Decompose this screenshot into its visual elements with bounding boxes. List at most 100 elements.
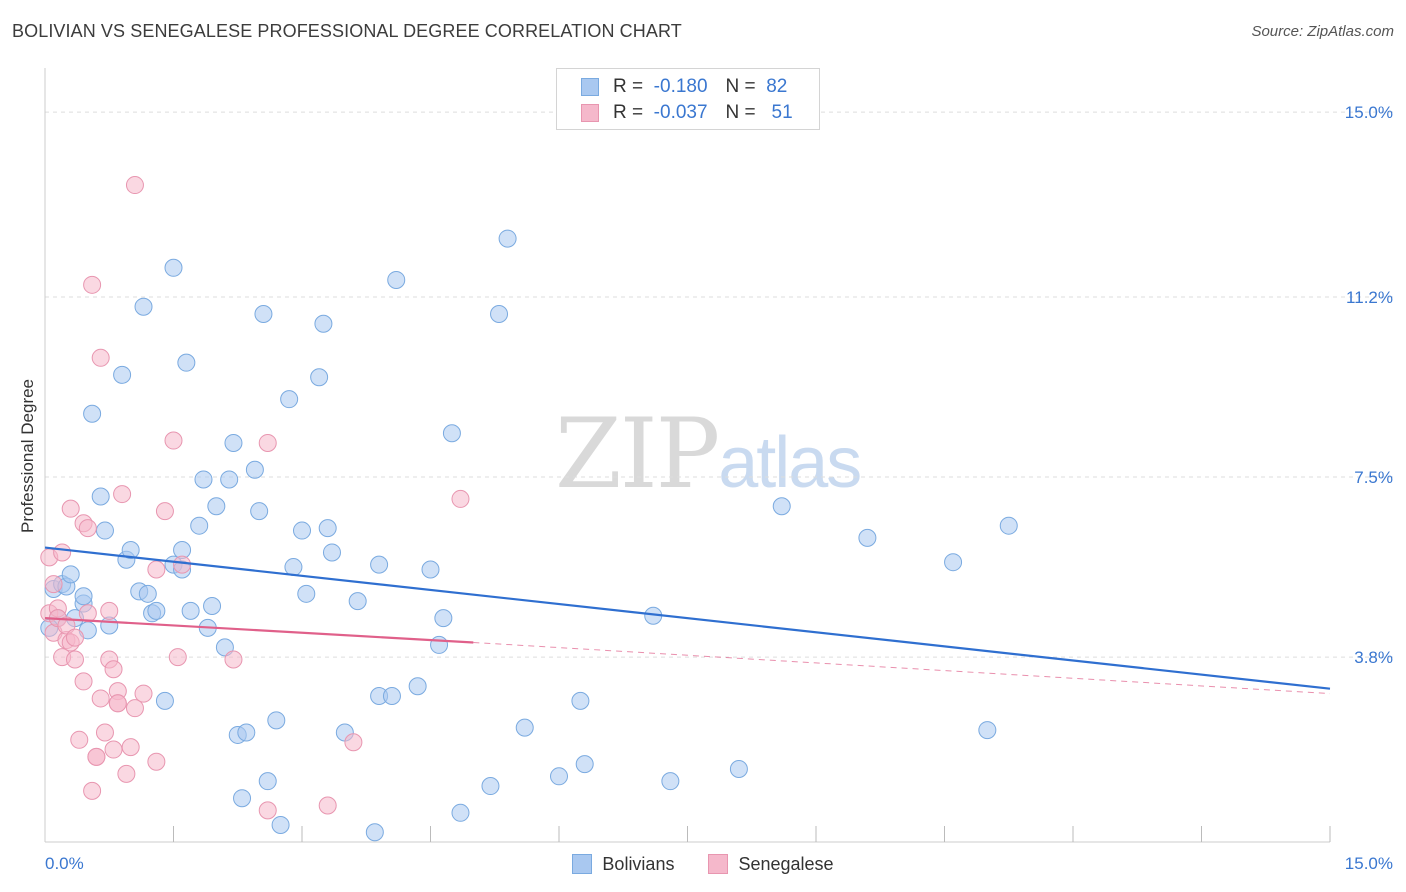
senegalese-trend-line bbox=[44, 617, 474, 644]
senegalese-point bbox=[224, 650, 243, 669]
series-label-senegalese: Senegalese bbox=[738, 853, 834, 874]
bolivian-point bbox=[181, 601, 200, 620]
senegalese-point bbox=[125, 699, 144, 718]
legend-r-label: R = bbox=[613, 76, 644, 97]
senegalese-point bbox=[121, 738, 140, 757]
senegalese-point bbox=[57, 616, 76, 635]
bolivian-point bbox=[858, 528, 877, 547]
y-tick-label: 7.5% bbox=[1354, 468, 1393, 487]
y-tick-label: 3.8% bbox=[1354, 648, 1393, 667]
senegalese-point bbox=[108, 694, 127, 713]
x-tick-label: 0.0% bbox=[45, 854, 84, 873]
bolivian-point bbox=[233, 789, 252, 808]
bolivian-point bbox=[421, 560, 440, 579]
bolivian-point bbox=[382, 687, 401, 706]
bolivian-point bbox=[370, 555, 389, 574]
series-legend-bolivians[interactable]: Bolivians bbox=[572, 854, 674, 875]
bolivian-point bbox=[121, 541, 140, 560]
senegalese-point bbox=[104, 740, 123, 759]
y-tick-label: 15.0% bbox=[1345, 103, 1393, 122]
senegalese-point bbox=[65, 628, 84, 647]
senegalese-point bbox=[134, 684, 153, 703]
bolivian-point bbox=[408, 677, 427, 696]
senegalese-point bbox=[53, 543, 72, 562]
senegalese-point bbox=[258, 801, 277, 820]
bolivian-point bbox=[177, 353, 196, 372]
senegalese-point bbox=[147, 560, 166, 579]
bolivian-point bbox=[481, 777, 500, 796]
bolivian-point bbox=[220, 470, 239, 489]
bolivian-point bbox=[318, 519, 337, 538]
series-legend-senegalese[interactable]: Senegalese bbox=[708, 853, 834, 875]
senegalese-point bbox=[125, 176, 144, 195]
y-tick-label: 11.2% bbox=[1346, 288, 1393, 307]
senegalese-point bbox=[87, 747, 106, 766]
bolivian-point bbox=[365, 823, 384, 842]
bolivian-point bbox=[978, 721, 997, 740]
bolivian-point bbox=[203, 596, 222, 615]
bolivian-point bbox=[190, 516, 209, 535]
bolivian-point bbox=[999, 516, 1018, 535]
legend-n-value: 82 bbox=[766, 76, 788, 97]
legend-n-label: N = bbox=[725, 102, 756, 123]
bolivian-point bbox=[434, 609, 453, 628]
senegalese-point bbox=[78, 519, 97, 538]
x-tick-label: 15.0% bbox=[1345, 854, 1393, 873]
bolivian-point bbox=[237, 723, 256, 742]
bolivian-point bbox=[284, 558, 303, 577]
bolivian-point bbox=[250, 502, 269, 521]
bolivian-point bbox=[280, 390, 299, 409]
bolivian-point bbox=[297, 584, 316, 603]
senegalese-point bbox=[344, 733, 363, 752]
bolivian-point bbox=[155, 691, 174, 710]
bolivian-point bbox=[271, 815, 290, 834]
senegalese-point bbox=[451, 489, 470, 508]
bolivian-point bbox=[74, 587, 93, 606]
bolivian-point bbox=[245, 460, 264, 479]
bolivian-point bbox=[571, 691, 590, 710]
bolivian-point bbox=[147, 601, 166, 620]
bolivian-point bbox=[215, 638, 234, 657]
senegalese-point bbox=[164, 431, 183, 450]
senegalese-point bbox=[258, 433, 277, 452]
legend-swatch-bolivians bbox=[581, 78, 599, 96]
senegalese-point bbox=[155, 502, 174, 521]
bolivian-point bbox=[61, 565, 80, 584]
senegalese-point bbox=[65, 650, 84, 669]
senegalese-point bbox=[74, 672, 93, 691]
bolivian-point bbox=[729, 760, 748, 779]
senegalese-point bbox=[61, 499, 80, 518]
bolivian-point bbox=[207, 497, 226, 516]
bolivian-point bbox=[224, 433, 243, 452]
bolivian-point bbox=[138, 584, 157, 603]
series-label-bolivians: Bolivians bbox=[602, 853, 675, 874]
senegalese-point bbox=[83, 275, 102, 294]
bolivian-point bbox=[944, 553, 963, 572]
senegalese-point bbox=[91, 348, 110, 367]
bolivian-point bbox=[310, 368, 329, 387]
series-swatch-bolivians bbox=[572, 854, 593, 874]
bolivian-point bbox=[194, 470, 213, 489]
legend-r-value: -0.037 bbox=[653, 102, 708, 123]
legend-row-bolivians: R = -0.180 N = 82 bbox=[581, 74, 787, 100]
legend-r-label: R = bbox=[613, 102, 644, 123]
bolivian-point bbox=[293, 521, 311, 540]
bolivian-point bbox=[430, 635, 449, 654]
bolivian-point bbox=[95, 521, 114, 540]
bolivian-point bbox=[442, 424, 461, 443]
bolivian-point bbox=[348, 592, 367, 611]
bolivian-point bbox=[164, 258, 183, 277]
senegalese-point bbox=[113, 485, 132, 504]
bolivian-point bbox=[772, 497, 791, 516]
senegalese-point bbox=[78, 604, 97, 623]
senegalese-point bbox=[83, 781, 102, 800]
legend-row-senegalese: R = -0.037 N = 51 bbox=[581, 100, 793, 126]
bolivian-trend-line bbox=[44, 546, 1331, 690]
senegalese-point bbox=[117, 764, 136, 783]
bolivian-point bbox=[498, 229, 517, 248]
senegalese-point bbox=[95, 723, 114, 742]
bolivian-point bbox=[451, 803, 470, 822]
bolivian-point bbox=[490, 305, 509, 324]
senegalese-point bbox=[318, 796, 337, 815]
